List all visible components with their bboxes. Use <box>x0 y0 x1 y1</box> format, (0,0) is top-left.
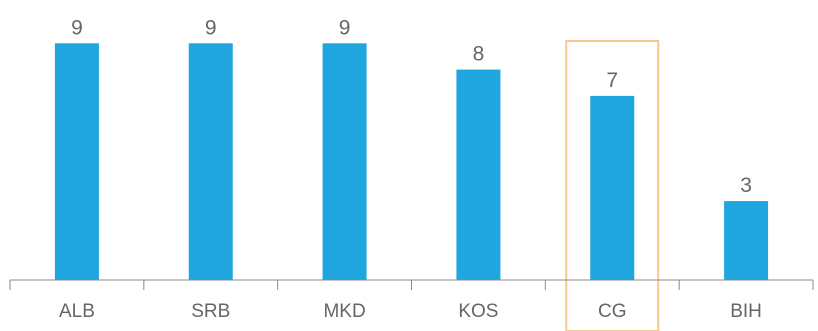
category-label-alb: ALB <box>59 301 95 322</box>
highlight-box-cg <box>565 40 660 331</box>
highlight-layer <box>565 40 660 331</box>
value-label-srb: 9 <box>205 16 217 39</box>
value-label-bih: 3 <box>740 174 752 197</box>
value-label-mkd: 9 <box>339 16 351 39</box>
x-axis <box>9 279 814 290</box>
bar-kos <box>456 69 501 280</box>
value-labels-layer: 9 9 9 8 7 3 <box>71 16 752 197</box>
value-label-kos: 8 <box>473 43 485 66</box>
bar-bih <box>724 201 769 280</box>
bar-srb <box>188 43 233 280</box>
bar-cg <box>590 95 635 281</box>
bar-alb <box>54 43 99 280</box>
category-label-bih: BIH <box>730 301 762 322</box>
category-label-kos: KOS <box>458 301 498 322</box>
category-label-mkd: MKD <box>323 301 365 322</box>
category-label-srb: SRB <box>191 301 230 322</box>
bars-layer <box>54 43 769 281</box>
category-labels-layer: ALB SRB MKD KOS CG BIH <box>59 301 762 322</box>
category-label-cg: CG <box>598 301 627 322</box>
value-label-alb: 9 <box>71 16 83 39</box>
value-label-cg: 7 <box>606 69 618 92</box>
bar-mkd <box>322 43 367 280</box>
